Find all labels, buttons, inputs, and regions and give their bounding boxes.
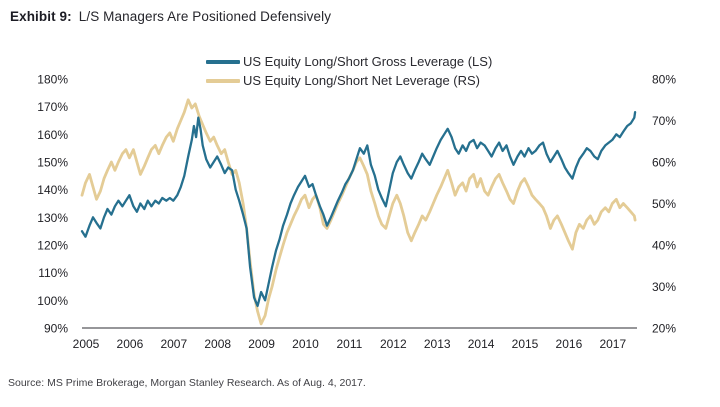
y-axis-right-tick-label: 40% (652, 239, 676, 253)
x-axis-tick-label: 2015 (512, 337, 539, 351)
y-axis-left-tick-label: 140% (37, 183, 68, 197)
x-axis-tick-label: 2010 (292, 337, 319, 351)
y-axis-left-tick-label: 110% (38, 266, 68, 280)
x-axis-tick-label: 2005 (73, 337, 100, 351)
x-axis-tick-label: 2007 (160, 337, 187, 351)
exhibit-title-text: L/S Managers Are Positioned Defensively (78, 9, 332, 24)
x-axis-tick-label: 2017 (599, 337, 626, 351)
y-axis-left-tick-label: 130% (37, 211, 68, 225)
exhibit-label: Exhibit 9: (10, 9, 72, 24)
gross-leverage-line (80, 111, 637, 308)
x-axis-tick-label: 2012 (380, 337, 407, 351)
y-axis-right-tick-label: 60% (652, 156, 676, 170)
source-note: Source: MS Prime Brokerage, Morgan Stanl… (8, 377, 366, 389)
y-axis-left-tick-label: 100% (37, 294, 68, 308)
x-axis-tick-label: 2013 (424, 337, 451, 351)
y-axis-left-tick-label: 120% (37, 239, 68, 253)
net-leverage-line-swatch (206, 78, 240, 83)
gross-leverage-line-swatch (206, 59, 240, 64)
y-axis-right-tick-label: 30% (652, 280, 676, 294)
y-axis-right-tick-label: 50% (652, 197, 676, 211)
y-axis-right-tick-label: 20% (652, 322, 676, 336)
chart-legend: US Equity Long/Short Gross Leverage (LS)… (206, 53, 492, 89)
x-axis-tick-label: 2006 (117, 337, 144, 351)
page-title: Exhibit 9: L/S Managers Are Positioned De… (10, 9, 331, 24)
y-axis-left-tick-label: 170% (37, 100, 68, 114)
y-axis-left-tick-label: 90% (44, 322, 68, 336)
x-axis-tick-label: 2008 (204, 337, 231, 351)
legend-label-gross-leverage: US Equity Long/Short Gross Leverage (LS) (243, 54, 493, 69)
x-axis-tick-label: 2016 (556, 337, 583, 351)
y-axis-right-tick-label: 70% (652, 114, 676, 128)
x-axis-tick-label: 2014 (468, 337, 495, 351)
net-leverage-line (80, 98, 637, 326)
legend-item-net-leverage: US Equity Long/Short Net Leverage (RS) (206, 72, 492, 89)
x-axis-tick-label: 2011 (336, 337, 362, 351)
y-axis-left-tick-label: 180% (37, 73, 68, 87)
y-axis-left-tick-label: 150% (37, 156, 68, 170)
y-axis-left-tick-label: 160% (37, 128, 68, 142)
legend-label-net-leverage: US Equity Long/Short Net Leverage (RS) (243, 73, 481, 88)
y-axis-right-tick-label: 80% (652, 73, 676, 87)
legend-item-gross-leverage: US Equity Long/Short Gross Leverage (LS) (206, 53, 492, 70)
x-axis-tick-label: 2009 (248, 337, 275, 351)
